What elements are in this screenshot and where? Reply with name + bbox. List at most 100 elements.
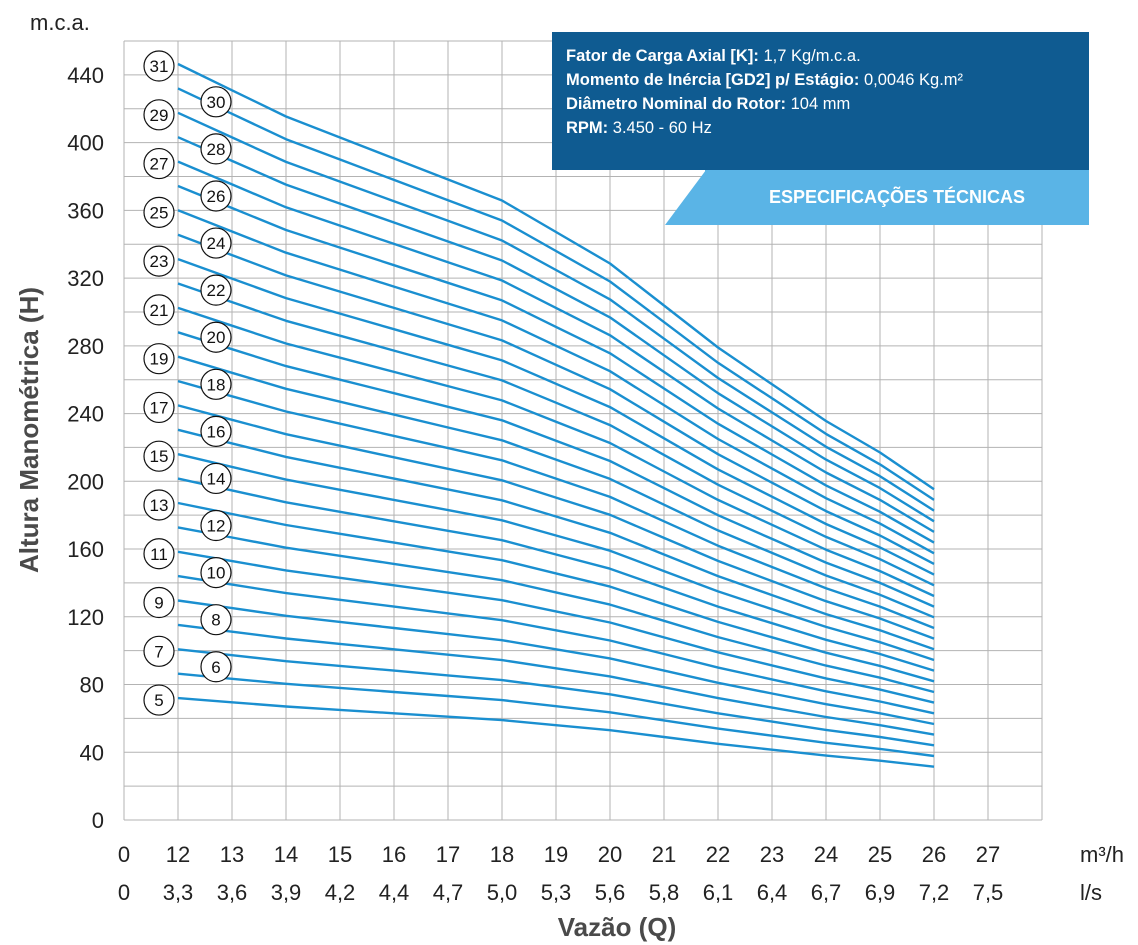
x-tick-ls: 3,6	[217, 880, 248, 905]
stage-label-text: 27	[150, 155, 169, 174]
stage-curve-8	[177, 623, 935, 736]
stage-label-circle	[143, 489, 175, 521]
stage-label-6: 6	[200, 651, 232, 683]
stage-label-circle	[200, 227, 232, 259]
stage-curve-12	[177, 526, 935, 694]
stage-curve-16	[177, 428, 935, 651]
stage-label-circle	[200, 368, 232, 400]
stage-label-text: 13	[150, 496, 169, 515]
stage-label-21: 21	[143, 294, 175, 326]
stage-label-text: 5	[154, 691, 163, 710]
stage-curve-25	[177, 209, 935, 555]
stage-label-9: 9	[143, 586, 175, 619]
x-tick-ls: 6,9	[865, 880, 896, 905]
x-tick-m3h: 23	[760, 842, 784, 867]
y-tick-label: 400	[67, 131, 104, 156]
stage-label-text: 16	[207, 422, 226, 441]
stage-label-circle	[200, 604, 232, 636]
stage-labels: 5 6 7 8 9 10 11 12 13 14 15 16 17 18 19 20 21 22 23 24 25 26 2…	[143, 50, 232, 716]
stage-label-circle	[143, 245, 175, 277]
stage-label-circle	[143, 196, 175, 228]
spec-row-rotor-diameter: Diâmetro Nominal do Rotor: 104 mm	[566, 92, 1075, 116]
x-tick-ls: 6,1	[703, 880, 734, 905]
stage-label-circle	[143, 343, 175, 375]
spec-value: 3.450 - 60 Hz	[612, 119, 712, 137]
stage-label-20: 20	[200, 321, 232, 353]
spec-row-rpm: RPM: 3.450 - 60 Hz	[566, 116, 1075, 140]
stage-label-text: 19	[150, 350, 169, 369]
y-tick-label: 200	[67, 469, 104, 494]
x-tick-ls: 5,3	[541, 880, 572, 905]
x-tick-m3h: 13	[220, 842, 244, 867]
stage-label-text: 25	[150, 203, 169, 222]
y-tick-label: 320	[67, 266, 104, 291]
stage-label-5: 5	[143, 684, 175, 716]
x-tick-ls: 6,4	[757, 880, 788, 905]
x-tick-m3h: 12	[166, 842, 190, 867]
spec-label: Diâmetro Nominal do Rotor:	[566, 95, 787, 113]
stage-label-circle	[200, 274, 232, 306]
y-tick-label: 280	[67, 334, 104, 359]
y-tick-label: 440	[67, 63, 104, 88]
stage-label-text: 21	[150, 301, 169, 320]
stage-label-text: 8	[211, 611, 220, 630]
x-tick-ls: 6,7	[811, 880, 842, 905]
stage-label-text: 28	[207, 140, 226, 159]
y-tick-labels: 0 40 80 120 160 200 240 280 320 360 400 440	[67, 63, 104, 833]
stage-label-14: 14	[200, 462, 232, 495]
stage-label-text: 15	[150, 447, 169, 466]
x-tick-ls: 4,4	[379, 880, 410, 905]
x-tick-ls: 4,2	[325, 880, 356, 905]
stage-label-8: 8	[200, 604, 232, 636]
stage-curve-27	[177, 160, 935, 533]
stage-curve-5	[177, 696, 935, 768]
stage-curve-24	[177, 233, 935, 565]
stage-curve-7	[177, 648, 935, 747]
stage-label-circle	[143, 538, 175, 570]
x-tick-m3h: 25	[868, 842, 892, 867]
stage-label-circle	[143, 684, 175, 716]
stage-label-12: 12	[200, 509, 232, 542]
stage-label-text: 18	[207, 375, 226, 394]
stage-label-11: 11	[143, 538, 175, 570]
stage-label-circle	[143, 391, 175, 424]
stage-label-text: 14	[207, 469, 226, 488]
stage-curve-9	[177, 599, 935, 726]
stage-curve-28	[177, 136, 935, 523]
spec-label: RPM:	[566, 119, 609, 137]
x-tick-m3h: 14	[274, 842, 298, 867]
stage-label-circle	[200, 509, 232, 542]
curves	[177, 62, 935, 768]
technical-specifications-panel: Fator de Carga Axial [K]: 1,7 Kg/m.c.a. …	[552, 32, 1089, 170]
x-tick-m3h: 16	[382, 842, 406, 867]
stage-label-circle	[143, 147, 175, 180]
spec-row-axial-load: Fator de Carga Axial [K]: 1,7 Kg/m.c.a.	[566, 44, 1075, 68]
x-tick-ls: 7,5	[973, 880, 1004, 905]
stage-label-circle	[200, 321, 232, 353]
stage-label-29: 29	[143, 99, 175, 131]
x-tick-m3h: 22	[706, 842, 730, 867]
stage-label-text: 11	[150, 545, 168, 564]
x-tick-m3h: 19	[544, 842, 568, 867]
stage-label-17: 17	[143, 391, 175, 424]
stage-label-circle	[143, 635, 175, 667]
x-tick-m3h: 21	[652, 842, 676, 867]
stage-label-7: 7	[143, 635, 175, 667]
stage-label-circle	[200, 557, 232, 589]
y-tick-label: 0	[92, 808, 104, 833]
spec-value: 0,0046 Kg.m²	[863, 71, 964, 89]
stage-label-text: 30	[207, 93, 226, 112]
stage-curve-10	[177, 574, 935, 715]
stage-label-26: 26	[200, 180, 232, 212]
stage-label-text: 10	[207, 564, 226, 583]
y-tick-label: 120	[67, 605, 104, 630]
stage-label-30: 30	[200, 86, 232, 118]
stage-label-text: 17	[150, 398, 169, 417]
x-tick-m3h: 0	[118, 842, 130, 867]
stage-label-text: 22	[207, 281, 226, 300]
y-tick-label: 80	[80, 673, 104, 698]
x-axis-title: Vazão (Q)	[558, 912, 676, 942]
spec-row-inertia: Momento de Inércia [GD2] p/ Estágio: 0,0…	[566, 68, 1075, 92]
stage-curve-13	[177, 501, 935, 683]
x-tick-ls: 5,0	[487, 880, 518, 905]
